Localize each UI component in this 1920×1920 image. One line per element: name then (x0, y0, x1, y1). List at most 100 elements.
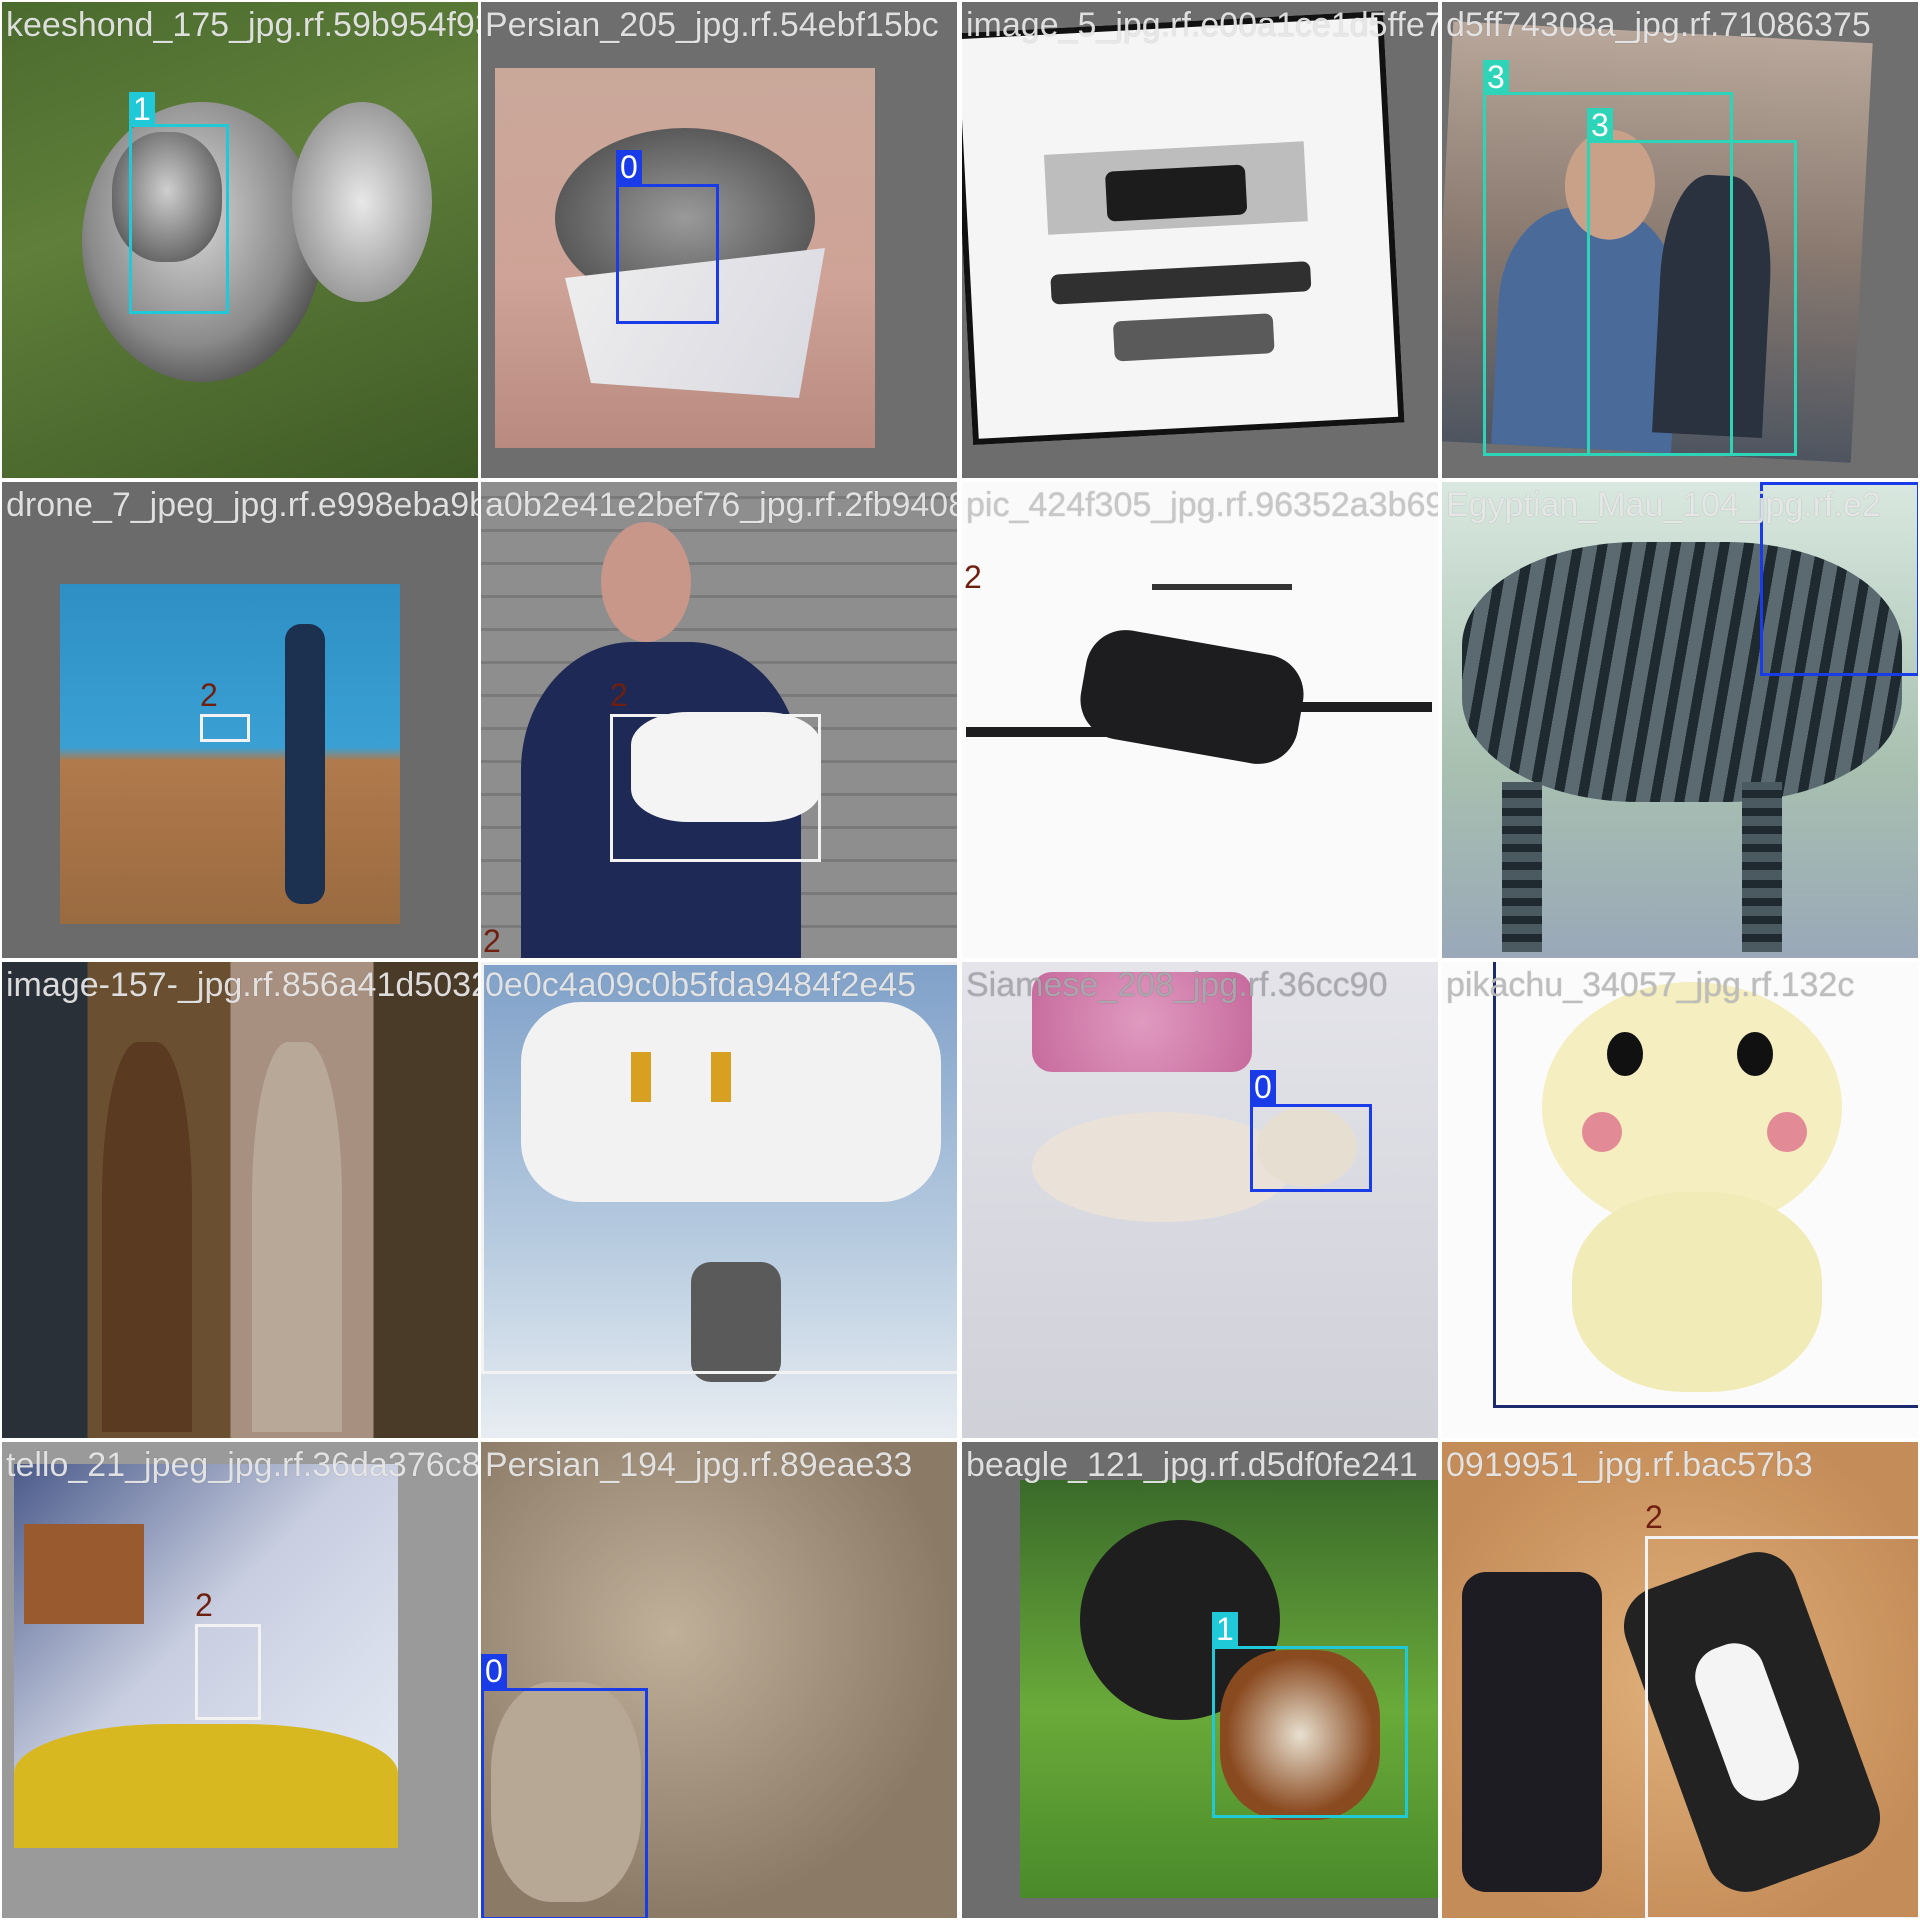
plush-head (1542, 982, 1842, 1232)
cat-shape (1032, 1112, 1292, 1222)
tile-image (2, 2, 478, 478)
jar-shape (1032, 972, 1252, 1072)
class-label: 3 (1483, 60, 1509, 94)
tile-image (1442, 1442, 1918, 1918)
mosaic-tile[interactable]: 0 Egyptian_Mau_104_jpg.rf.e2 (1442, 482, 1918, 958)
tile-filename: keeshond_175_jpg.rf.59b954f93f96a2052dbf… (6, 6, 478, 44)
tile-image (481, 1442, 957, 1918)
mosaic-tile[interactable]: 2 tello_21_jpeg_jpg.rf.36da376c8d5b62079… (2, 1442, 478, 1918)
cat-leg (1502, 782, 1542, 952)
drone-camera (691, 1262, 781, 1382)
mosaic-tile[interactable]: 2 pic_424f305_jpg.rf.96352a3b692 (962, 482, 1438, 958)
drone-arm (966, 727, 1146, 737)
class-label: 2 (200, 677, 218, 713)
tile-filename: Persian_194_jpg.rf.89eae33 (485, 1446, 913, 1484)
class-label: 3 (1587, 108, 1613, 142)
drone-body (1074, 623, 1310, 771)
mosaic-tile[interactable]: 0 Persian_205_jpg.rf.54ebf15bc (481, 2, 957, 478)
tile-filename: Persian_205_jpg.rf.54ebf15bc (485, 6, 939, 44)
statue-shape (102, 1042, 192, 1432)
bounding-box[interactable] (1587, 140, 1797, 456)
garment (1104, 164, 1248, 222)
tile-image (14, 1464, 398, 1848)
tile-filename: tello_21_jpeg_jpg.rf.36da376c8d5b6207934… (6, 1446, 478, 1484)
plush-body (1572, 1192, 1822, 1392)
bounding-box[interactable] (1212, 1646, 1408, 1818)
plush-cheek (1767, 1112, 1807, 1152)
mosaic-tile[interactable]: 0e0c4a09c0b5fda9484f2e45 (481, 962, 957, 1438)
mosaic-tile[interactable]: 1 keeshond_175_jpg.rf.59b954f93f96a2052d… (2, 2, 478, 478)
drone-stripe (631, 1052, 651, 1102)
plush-eye (1737, 1032, 1773, 1076)
bounding-box[interactable] (481, 1688, 648, 1918)
mosaic-tile[interactable]: 0 Persian_194_jpg.rf.89eae33 (481, 1442, 957, 1918)
drone-arm (1262, 702, 1432, 712)
class-label: 0 (1250, 1070, 1276, 1104)
tile-image (481, 482, 957, 958)
class-label: 2 (195, 1587, 213, 1623)
mosaic-tile[interactable]: 2 drone_7_jpeg_jpg.rf.e998eba9b24f92b (2, 482, 478, 958)
class-label: 2 (964, 559, 982, 595)
drone-shape (631, 712, 821, 822)
class-label: 0 (481, 1654, 507, 1688)
bounding-box[interactable] (1493, 962, 1918, 1408)
tile-filename: Siamese_208_jpg.rf.36cc90 (966, 966, 1388, 1004)
mosaic-tile[interactable]: 2 0919951_jpg.rf.bac57b3 (1442, 1442, 1918, 1918)
mosaic-tile[interactable]: image_5_jpg.rf.e00a1ce1d5ffe74308a1 (962, 2, 1438, 478)
cat-head (1257, 1107, 1357, 1187)
jacket-shape (14, 1724, 398, 1848)
bounding-box[interactable] (1645, 1536, 1918, 1918)
tile-filename: drone_7_jpeg_jpg.rf.e998eba9b24f92b (6, 486, 478, 524)
person-shape (285, 624, 325, 904)
plush-cheek (1582, 1112, 1622, 1152)
tile-image (1442, 482, 1918, 958)
tile-image (2, 962, 478, 1438)
tile-filename: 0e0c4a09c0b5fda9484f2e45 (485, 966, 917, 1004)
class-label: 1 (1212, 1612, 1238, 1646)
tile-image (962, 482, 1438, 958)
plush-eye (1607, 1032, 1643, 1076)
mosaic-tile[interactable]: image-157-_jpg.rf.856a41d50324108bfc752 (2, 962, 478, 1438)
tile-image (60, 584, 400, 924)
bounding-box[interactable] (616, 184, 719, 324)
garment (1050, 261, 1312, 305)
tile-filename: beagle_121_jpg.rf.d5df0fe241 (966, 1446, 1418, 1484)
class-label: 2 (1645, 1499, 1663, 1535)
controller-shape (1462, 1572, 1602, 1892)
tile-filename: 0919951_jpg.rf.bac57b3 (1446, 1446, 1813, 1484)
tile-image (962, 10, 1405, 446)
tile-image (962, 962, 1438, 1438)
bounding-box[interactable] (1250, 1104, 1372, 1192)
tile-filename: image-157-_jpg.rf.856a41d50324108bfc752 (6, 966, 478, 1004)
bounding-box[interactable] (610, 714, 821, 862)
bounding-box[interactable] (1760, 482, 1918, 676)
face-shape (601, 522, 691, 642)
garment (1112, 313, 1275, 362)
dog-tail (292, 102, 432, 302)
tile-filename: d5ff74308a_jpg.rf.71086375 (1446, 6, 1871, 44)
tile-filename: Egyptian_Mau_104_jpg.rf.e2 (1446, 486, 1881, 524)
tile-filename: image_5_jpg.rf.e00a1ce1d5ffe74308a1 (966, 6, 1438, 44)
tile-filename: a0b2e41e2bef76_jpg.rf.2fb940872 (485, 486, 957, 524)
tile-filename: pic_424f305_jpg.rf.96352a3b692 (966, 486, 1438, 524)
bounding-box[interactable] (200, 714, 250, 742)
tile-image (1442, 962, 1918, 1438)
mosaic-tile[interactable]: 4 pikachu_34057_jpg.rf.132c (1442, 962, 1918, 1438)
tile-filename: pikachu_34057_jpg.rf.132c (1446, 966, 1855, 1004)
class-label: 2 (483, 923, 501, 958)
mosaic-tile[interactable]: 0 Siamese_208_jpg.rf.36cc90 (962, 962, 1438, 1438)
bounding-box[interactable] (481, 962, 957, 1374)
bounding-box[interactable] (195, 1624, 261, 1720)
cat-shape (1462, 542, 1902, 802)
mosaic-tile[interactable]: 1 beagle_121_jpg.rf.d5df0fe241 (962, 1442, 1438, 1918)
mosaic-tile[interactable]: 2 2 a0b2e41e2bef76_jpg.rf.2fb940872 (481, 482, 957, 958)
class-label: 0 (616, 150, 642, 184)
mosaic-tile[interactable]: 3 3 d5ff74308a_jpg.rf.71086375 (1442, 2, 1918, 478)
class-label: 2 (610, 677, 628, 713)
door-shape (24, 1524, 144, 1624)
bounding-box[interactable] (129, 124, 229, 314)
drone-stripe (711, 1052, 731, 1102)
class-label: 1 (129, 92, 155, 126)
propeller (1152, 584, 1292, 590)
